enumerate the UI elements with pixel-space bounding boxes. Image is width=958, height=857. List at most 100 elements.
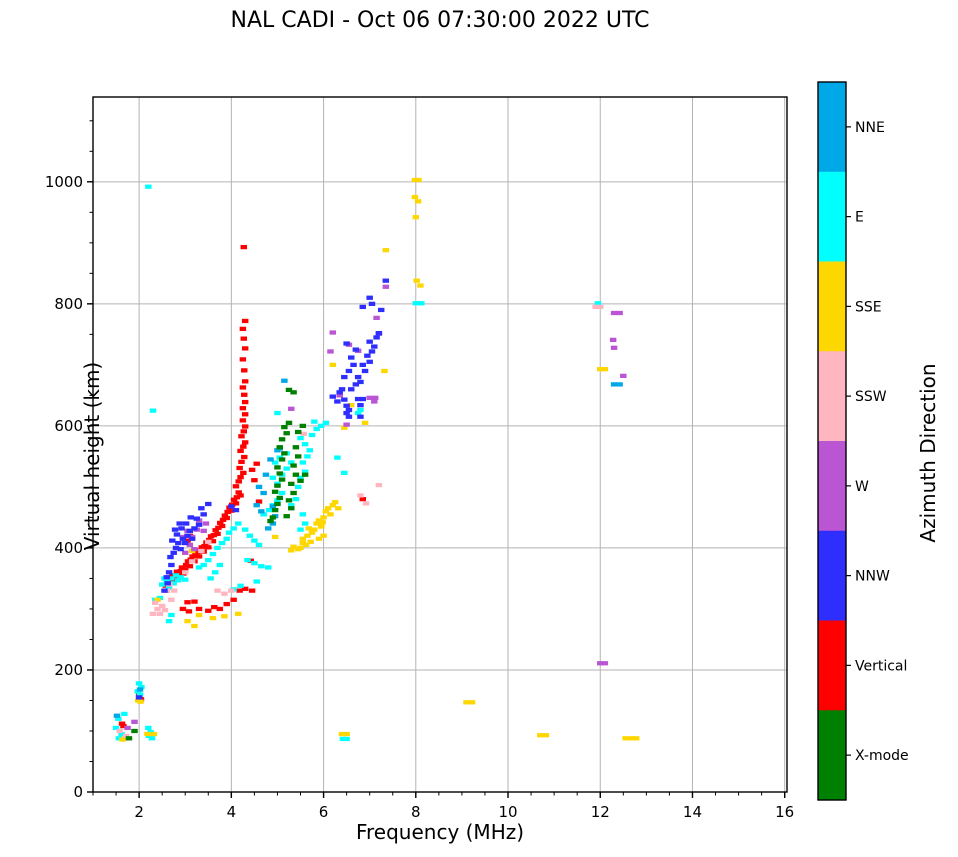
colorbar-tick-label: Vertical [855,658,907,674]
data-point [116,728,123,734]
data-point [170,550,177,555]
data-point [172,545,180,551]
data-point [281,378,288,383]
data-point [211,604,218,610]
data-point [112,725,120,731]
colorbar-segment-ssw [818,351,846,442]
data-point [253,461,260,466]
data-point [418,301,425,306]
data-point [265,526,272,531]
colorbar-segment-sse [818,261,846,352]
data-point [235,611,242,616]
data-point [177,568,184,574]
data-point [241,412,249,417]
data-point [622,736,629,741]
data-point [214,545,221,551]
series-vertical [118,244,366,729]
data-point [118,721,126,726]
x-tick-label: 16 [775,803,794,821]
data-point [184,533,191,538]
data-point [338,731,346,737]
data-point [138,684,145,690]
data-point [334,455,341,460]
data-point [285,420,293,425]
data-point [124,725,131,731]
x-tick-label: 14 [683,803,702,821]
gridlines [93,97,787,793]
data-point [267,457,274,462]
data-point [195,565,203,570]
data-point [115,736,123,741]
data-point [113,713,121,718]
data-point [338,387,346,392]
data-point [320,533,327,538]
data-point [413,278,420,283]
data-point [276,495,283,501]
data-point [232,484,240,489]
data-point [241,346,249,351]
data-point [195,612,203,618]
x-axis-label: Frequency (MHz) [355,820,525,844]
data-point [271,507,279,513]
data-point [200,512,207,517]
data-point [219,517,227,522]
data-point [186,564,194,569]
data-point [301,472,309,477]
data-point [343,422,350,427]
data-point [311,527,318,532]
data-point [135,681,143,686]
colorbar-tick-label: SSE [855,299,882,315]
data-point [297,527,304,532]
data-point [292,496,300,502]
data-point [359,362,366,368]
data-point [592,304,599,310]
data-point [382,248,390,253]
series-sse [119,177,640,742]
data-point [248,588,256,593]
colorbar-tick-label: NNE [855,120,885,136]
data-point [235,521,242,526]
data-point [181,540,189,546]
x-tick-label: 6 [319,803,329,821]
data-point [271,460,279,465]
y-tick-label: 600 [54,417,83,435]
data-point [173,532,181,537]
data-point [294,429,302,435]
data-point [274,483,281,488]
data-point [315,518,323,523]
data-point [307,539,314,544]
data-point [348,387,355,392]
data-point [164,581,171,586]
data-point [201,543,208,549]
data-point [341,425,348,430]
data-point [292,445,300,450]
data-point [237,475,244,480]
data-point [318,524,325,529]
data-point [205,539,212,544]
data-point [121,711,128,717]
data-point [184,538,191,543]
colorbar-segment-vertical [818,620,846,711]
data-point [278,477,286,482]
data-point [294,484,302,490]
data-point [207,576,214,581]
data-point [182,562,190,568]
data-point [415,177,422,183]
data-point [331,500,339,505]
data-point [167,554,174,560]
data-point [411,177,419,183]
data-point [238,459,245,465]
data-point [233,495,241,500]
colorbar-segment-nne [818,82,846,173]
data-point [288,506,295,511]
x-tick-label: 2 [134,803,144,821]
data-point [195,554,203,559]
data-point [357,403,364,408]
data-point [144,731,151,737]
data-point [281,424,288,430]
data-point [288,503,295,508]
data-point [145,184,152,189]
data-point [308,530,316,535]
y-tick-labels: 0 200 400 600 800 1000 [45,173,83,801]
